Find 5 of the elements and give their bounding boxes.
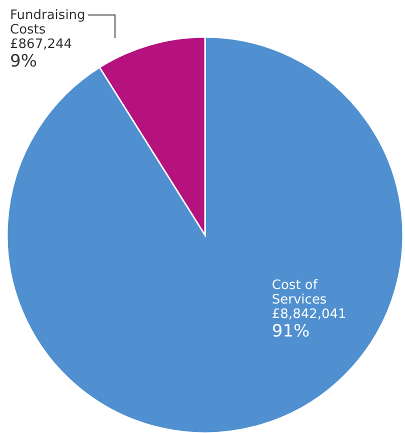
data-label: £867,244 9% <box>10 37 72 72</box>
data-label: £8,842,041 91% <box>272 307 346 342</box>
slice-label: Cost of Services <box>272 278 327 308</box>
pie-slice <box>6 36 404 433</box>
slice-label: Fundraising Costs <box>10 8 86 38</box>
